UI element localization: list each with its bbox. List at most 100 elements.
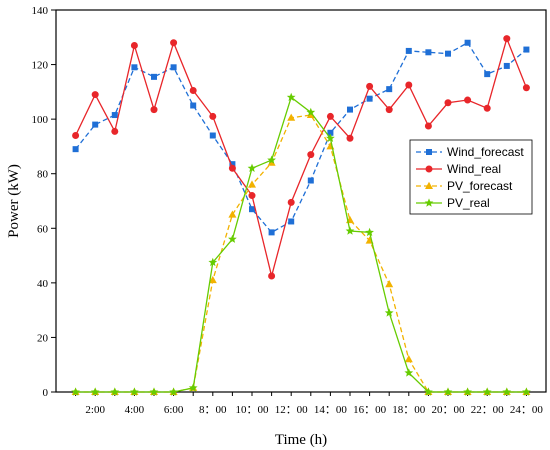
data-point bbox=[286, 92, 296, 102]
legend-label: PV_real bbox=[447, 196, 490, 210]
data-point bbox=[229, 161, 236, 168]
x-tick-label: 20：00 bbox=[432, 404, 465, 416]
data-point bbox=[248, 180, 256, 188]
data-point bbox=[306, 110, 315, 119]
y-tick-label: 40 bbox=[37, 278, 49, 290]
data-point bbox=[384, 308, 394, 317]
data-point bbox=[385, 280, 394, 288]
data-point bbox=[71, 387, 80, 396]
legend-marker bbox=[425, 165, 433, 173]
data-point bbox=[111, 112, 118, 119]
data-point bbox=[267, 155, 276, 164]
x-tick-label: 14：00 bbox=[314, 404, 347, 416]
series-layer bbox=[71, 35, 531, 396]
legend-item: PV_real bbox=[416, 196, 490, 210]
y-axis-title: Power (kW) bbox=[6, 164, 22, 238]
data-point bbox=[208, 275, 217, 284]
data-point bbox=[483, 104, 491, 112]
x-tick-label: 2:00 bbox=[85, 404, 105, 416]
data-point bbox=[326, 133, 335, 142]
legend-item: Wind_forecast bbox=[416, 145, 524, 159]
data-point bbox=[405, 81, 413, 89]
data-point bbox=[482, 387, 492, 396]
series-line bbox=[75, 96, 527, 393]
data-point bbox=[404, 368, 414, 377]
data-point bbox=[522, 387, 531, 396]
y-tick-label: 140 bbox=[32, 5, 49, 17]
data-point bbox=[484, 71, 491, 78]
y-tick-label: 60 bbox=[37, 223, 49, 235]
data-point bbox=[307, 177, 314, 184]
data-point bbox=[268, 272, 276, 280]
data-point bbox=[228, 210, 237, 218]
data-point bbox=[92, 121, 99, 128]
data-point bbox=[445, 50, 451, 57]
data-point bbox=[425, 49, 432, 56]
data-point bbox=[307, 151, 315, 159]
legend-label: Wind_real bbox=[447, 162, 501, 176]
data-point bbox=[170, 39, 178, 47]
data-point bbox=[306, 107, 316, 117]
data-point bbox=[327, 129, 334, 136]
data-point bbox=[130, 41, 138, 49]
data-point bbox=[170, 64, 177, 71]
data-point bbox=[522, 84, 530, 92]
series-pv-real bbox=[71, 92, 531, 396]
data-point bbox=[190, 102, 197, 109]
data-point bbox=[346, 134, 354, 142]
data-point bbox=[228, 234, 237, 243]
data-point bbox=[503, 35, 511, 43]
data-point bbox=[503, 62, 510, 69]
series-line bbox=[75, 41, 527, 234]
data-point bbox=[267, 158, 276, 166]
legend-label: Wind_forecast bbox=[447, 145, 524, 159]
legend-marker bbox=[425, 181, 433, 189]
data-point bbox=[247, 163, 257, 172]
data-point bbox=[366, 82, 374, 90]
data-point bbox=[287, 113, 296, 121]
legend: Wind_forecast Wind_real PV_forecast PV_real bbox=[409, 139, 533, 215]
legend-label: PV_forecast bbox=[447, 179, 513, 193]
x-tick-label: 8：00 bbox=[199, 404, 227, 416]
data-point bbox=[249, 206, 255, 213]
data-point bbox=[347, 106, 353, 113]
data-point bbox=[131, 64, 138, 71]
data-point bbox=[209, 112, 217, 120]
x-tick-label: 4:00 bbox=[125, 404, 145, 416]
data-point bbox=[209, 132, 216, 139]
data-point bbox=[464, 39, 471, 46]
data-point bbox=[365, 227, 374, 237]
x-tick-label: 12：00 bbox=[275, 404, 308, 416]
data-point bbox=[90, 387, 100, 396]
data-point bbox=[72, 146, 79, 153]
data-point bbox=[169, 387, 178, 396]
y-tick-label: 120 bbox=[32, 60, 49, 72]
data-point bbox=[463, 387, 472, 396]
x-tick-label: 6:00 bbox=[164, 404, 184, 416]
y-tick-label: 100 bbox=[32, 114, 49, 126]
data-point bbox=[91, 91, 99, 99]
data-point bbox=[110, 387, 120, 396]
plot-axes: 0 20 40 60 80 100 120 140 2:00 4:00 6:00 8：00 10：00 1… bbox=[32, 5, 547, 416]
legend-item: PV_forecast bbox=[416, 179, 513, 193]
data-point bbox=[464, 96, 472, 104]
data-point bbox=[287, 198, 295, 206]
data-point bbox=[386, 86, 393, 93]
y-tick-label: 20 bbox=[37, 332, 49, 344]
data-point bbox=[248, 192, 256, 200]
data-point bbox=[72, 132, 80, 140]
data-point bbox=[228, 164, 236, 172]
data-point bbox=[444, 99, 452, 107]
legend-marker bbox=[426, 149, 432, 155]
series-wind-real bbox=[72, 35, 530, 280]
y-tick-label: 0 bbox=[43, 387, 49, 399]
legend-item: Wind_real bbox=[416, 162, 501, 176]
data-point bbox=[150, 106, 158, 114]
data-point bbox=[326, 112, 334, 120]
x-tick-label: 24：00 bbox=[510, 404, 543, 416]
x-tick-label: 10：00 bbox=[236, 404, 269, 416]
data-point bbox=[151, 73, 157, 80]
data-point bbox=[404, 355, 413, 363]
data-point bbox=[366, 95, 373, 102]
